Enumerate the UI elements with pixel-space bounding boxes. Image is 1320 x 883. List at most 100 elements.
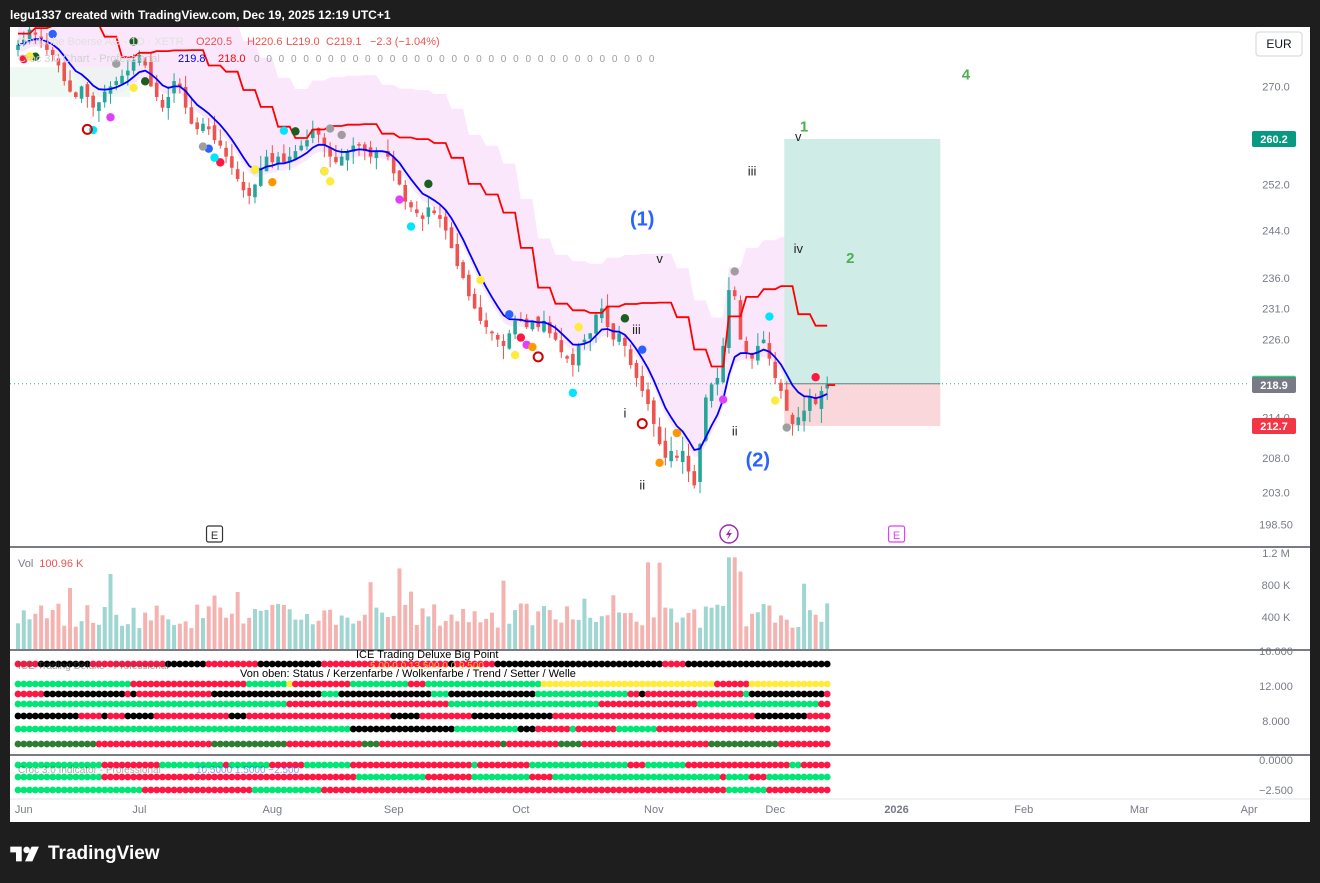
ice-signal-dot xyxy=(20,725,28,733)
croc-signal-dot xyxy=(280,761,288,769)
ice-signal-dot xyxy=(268,680,276,688)
ice-signal-dot xyxy=(517,660,525,668)
ice-signal-dot xyxy=(49,690,57,698)
volume-bar xyxy=(200,618,205,649)
ice-signal-dot xyxy=(569,680,577,688)
croc-signal-dot xyxy=(713,773,721,781)
ice-signal-dot xyxy=(378,660,386,668)
ice-signal-dot xyxy=(176,740,184,748)
ice-signal-dot xyxy=(621,680,629,688)
ice-signal-dot xyxy=(656,680,663,688)
croc-signal-dot xyxy=(453,761,461,769)
ice-signal-dot xyxy=(176,680,184,688)
ice-signal-dot xyxy=(338,740,346,748)
ice-signal-dot xyxy=(419,680,426,688)
volume-bar xyxy=(576,619,581,649)
osc1-tick-label: 16.000 xyxy=(1259,646,1293,658)
ice-signal-dot xyxy=(459,712,467,720)
ice-signal-dot xyxy=(182,712,190,720)
ice-signal-dot xyxy=(800,680,808,688)
ice-signal-dot xyxy=(240,712,247,720)
volume-bar xyxy=(663,607,668,649)
ice-signal-dot xyxy=(690,700,698,708)
ice-signal-dot xyxy=(344,712,351,720)
volume-bar xyxy=(420,608,425,649)
ice-signal-dot xyxy=(673,690,681,698)
ice-signal-dot xyxy=(598,725,606,733)
ice-signal-dot xyxy=(650,700,658,708)
ice-signal-dot xyxy=(60,700,68,708)
osc1-title: ICE Trading Deluxe Big Point xyxy=(356,649,498,661)
stop-zone xyxy=(784,383,941,426)
ice-signal-dot xyxy=(534,700,542,708)
signal-dot xyxy=(48,29,57,39)
ice-signal-dot xyxy=(309,690,317,698)
ice-signal-dot xyxy=(627,740,635,748)
ice-signal-dot xyxy=(488,660,496,668)
ice-signal-dot xyxy=(372,680,380,688)
ice-signal-dot xyxy=(523,740,531,748)
ice-signal-dot xyxy=(338,680,346,688)
ice-signal-dot xyxy=(66,700,74,708)
ice-signal-dot xyxy=(234,680,242,688)
ice-signal-dot xyxy=(540,660,548,668)
ice-signal-dot xyxy=(552,740,559,748)
ice-signal-dot xyxy=(164,712,172,720)
candle-body xyxy=(547,322,552,334)
volume-bar xyxy=(385,617,390,649)
chart-frame[interactable]: 4 1 v iii iv 2 (1) v iii i ii ii (2) E E 270.0 252.0 244… xyxy=(10,27,1310,822)
ice-signal-dot xyxy=(789,660,796,668)
volume-bar xyxy=(276,603,281,649)
croc-signal-dot xyxy=(78,786,85,794)
ice-signal-dot xyxy=(182,740,190,748)
croc-signal-dot xyxy=(263,761,270,769)
ice-signal-dot xyxy=(511,725,519,733)
volume-bar xyxy=(357,620,362,649)
candle-body xyxy=(235,169,240,179)
ice-signal-dot xyxy=(823,700,831,708)
croc-signal-dot xyxy=(89,786,97,794)
ice-signal-dot xyxy=(436,680,444,688)
ice-signal-dot xyxy=(384,660,392,668)
volume-bar xyxy=(305,613,309,649)
croc-signal-dot xyxy=(228,773,236,781)
candle-body xyxy=(553,332,558,340)
ice-signal-dot xyxy=(211,700,218,708)
ice-signal-dot xyxy=(534,712,542,720)
croc-signal-dot xyxy=(494,786,502,794)
ice-signal-dot xyxy=(511,712,519,720)
ice-signal-dot xyxy=(228,660,236,668)
wave-label: iii xyxy=(632,322,641,337)
candle-body xyxy=(293,151,298,159)
croc-signal-dot xyxy=(569,761,577,769)
ice-signal-dot xyxy=(459,690,467,698)
candle-body xyxy=(241,181,246,191)
croc-signal-dot xyxy=(488,773,496,781)
croc-signal-dot xyxy=(523,786,531,794)
ice-signal-dot xyxy=(141,660,149,668)
ice-signal-dot xyxy=(667,680,675,688)
candle-body xyxy=(253,184,257,198)
volume-bar xyxy=(750,613,755,649)
croc-signal-dot xyxy=(78,773,85,781)
volume-bar xyxy=(634,621,639,649)
ice-signal-dot xyxy=(401,700,409,708)
croc-signal-dot xyxy=(783,773,791,781)
ice-signal-dot xyxy=(818,690,825,698)
candle-body xyxy=(126,70,130,76)
ice-signal-dot xyxy=(609,740,617,748)
volume-bar xyxy=(56,603,61,649)
croc-signal-dot xyxy=(581,773,588,781)
croc-signal-dot xyxy=(193,761,201,769)
ice-signal-dot xyxy=(477,725,484,733)
position-zones xyxy=(784,139,941,426)
ice-signal-dot xyxy=(419,712,426,720)
ice-signal-dot xyxy=(656,725,663,733)
volume-bar xyxy=(605,615,610,649)
ice-signal-dot xyxy=(153,700,161,708)
candle-body xyxy=(206,126,211,130)
volume-bar xyxy=(761,604,766,649)
currency-button[interactable] xyxy=(1255,31,1303,57)
croc-signal-dot xyxy=(794,786,802,794)
